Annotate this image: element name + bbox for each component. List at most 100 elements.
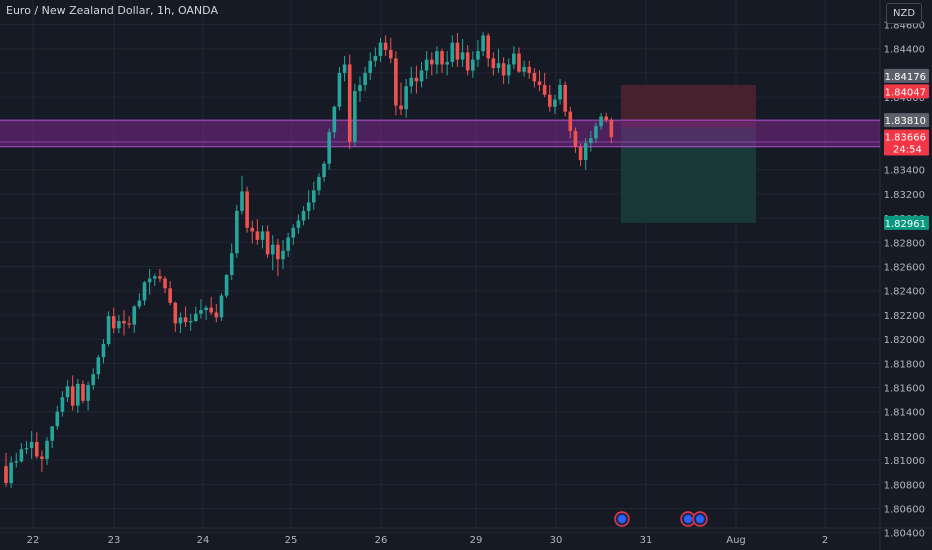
candle-body bbox=[445, 62, 449, 65]
candle-body bbox=[296, 220, 301, 228]
candle bbox=[219, 293, 224, 321]
currency-selector[interactable]: NZD bbox=[886, 3, 922, 24]
candle bbox=[347, 54, 352, 150]
candle-body bbox=[547, 94, 552, 107]
event-icon[interactable] bbox=[692, 511, 708, 527]
y-tick-label: 1.84000 bbox=[884, 93, 925, 104]
candle bbox=[358, 76, 362, 102]
candle bbox=[276, 238, 280, 277]
candle bbox=[378, 37, 383, 63]
event-icon[interactable] bbox=[680, 511, 696, 527]
candle-body bbox=[609, 120, 614, 138]
y-tick-label: 1.82400 bbox=[884, 287, 925, 298]
candle-body bbox=[260, 231, 265, 240]
candle bbox=[558, 78, 562, 105]
resistance-zone[interactable] bbox=[0, 120, 880, 147]
candle bbox=[24, 440, 29, 455]
candle bbox=[81, 380, 85, 404]
candle bbox=[573, 127, 578, 153]
candle-body bbox=[599, 116, 603, 127]
candle-body bbox=[424, 59, 429, 71]
grid bbox=[0, 0, 880, 534]
candle-body bbox=[553, 99, 557, 107]
candle-body bbox=[317, 176, 321, 191]
candle-body bbox=[291, 227, 296, 238]
candle bbox=[317, 173, 321, 196]
price-tag-text: 1.82961 bbox=[885, 219, 926, 230]
candle bbox=[414, 65, 419, 94]
candle-body bbox=[368, 60, 373, 73]
candle-body bbox=[496, 63, 501, 69]
candle bbox=[337, 66, 342, 111]
candle-body bbox=[40, 456, 44, 459]
candle bbox=[14, 452, 19, 468]
candle-body bbox=[60, 397, 65, 412]
candle-body bbox=[332, 106, 337, 133]
candle bbox=[240, 175, 244, 215]
candle bbox=[199, 299, 203, 319]
candle bbox=[204, 305, 208, 320]
candle bbox=[255, 219, 260, 245]
candle bbox=[122, 310, 126, 336]
candle bbox=[460, 39, 465, 67]
candle bbox=[152, 273, 157, 286]
y-tick-label: 1.80600 bbox=[884, 505, 925, 516]
candle bbox=[194, 306, 198, 323]
candle-body bbox=[378, 42, 383, 56]
event-icon[interactable] bbox=[614, 511, 630, 527]
candle-body bbox=[460, 52, 465, 60]
candle-body bbox=[91, 374, 96, 386]
candle bbox=[394, 51, 398, 116]
y-tick-label: 1.84600 bbox=[884, 21, 925, 32]
candle-body bbox=[199, 310, 203, 314]
candle-body bbox=[4, 466, 8, 484]
y-tick-label: 1.81000 bbox=[884, 456, 925, 467]
candle-body bbox=[604, 116, 609, 121]
candle bbox=[486, 32, 491, 67]
candle bbox=[101, 339, 106, 364]
candle bbox=[209, 296, 213, 315]
candle-body bbox=[476, 51, 480, 60]
candle-body bbox=[240, 191, 244, 211]
candle-body bbox=[327, 132, 331, 164]
candle bbox=[111, 307, 116, 334]
candle bbox=[96, 354, 101, 380]
candle bbox=[609, 117, 614, 144]
candle-body bbox=[76, 383, 80, 406]
candle-body bbox=[383, 42, 388, 50]
candle-body bbox=[435, 51, 439, 65]
y-tick-label: 1.82000 bbox=[884, 335, 925, 346]
price-tag-stop: 1.84047 bbox=[884, 84, 929, 99]
candle bbox=[471, 51, 475, 78]
candle-body bbox=[512, 53, 516, 65]
candle-body bbox=[455, 42, 460, 60]
candle-body bbox=[158, 276, 162, 279]
candle-body bbox=[419, 70, 424, 82]
candle-body bbox=[342, 64, 347, 73]
candle-body bbox=[194, 313, 198, 321]
x-tick-label: 22 bbox=[27, 535, 40, 546]
candle bbox=[86, 381, 90, 411]
candle-body bbox=[486, 35, 491, 59]
candle bbox=[409, 66, 414, 94]
candle-body bbox=[209, 307, 213, 313]
x-tick-label: 2 bbox=[822, 535, 828, 546]
candle-body bbox=[188, 320, 193, 323]
candle bbox=[178, 312, 183, 334]
price-tag-text: 1.84176 bbox=[885, 72, 926, 83]
candle bbox=[517, 47, 521, 73]
candle bbox=[327, 128, 331, 170]
candle bbox=[481, 31, 485, 56]
candle-body bbox=[219, 295, 224, 318]
candle bbox=[70, 375, 75, 411]
candle bbox=[40, 450, 44, 473]
price-tag-text: 1.84047 bbox=[885, 87, 926, 98]
candle-body bbox=[265, 231, 270, 255]
candle bbox=[527, 60, 532, 79]
candle-body bbox=[388, 49, 393, 59]
y-tick-label: 1.81600 bbox=[884, 384, 925, 395]
x-tick-label: 24 bbox=[197, 535, 210, 546]
candle bbox=[65, 380, 70, 403]
